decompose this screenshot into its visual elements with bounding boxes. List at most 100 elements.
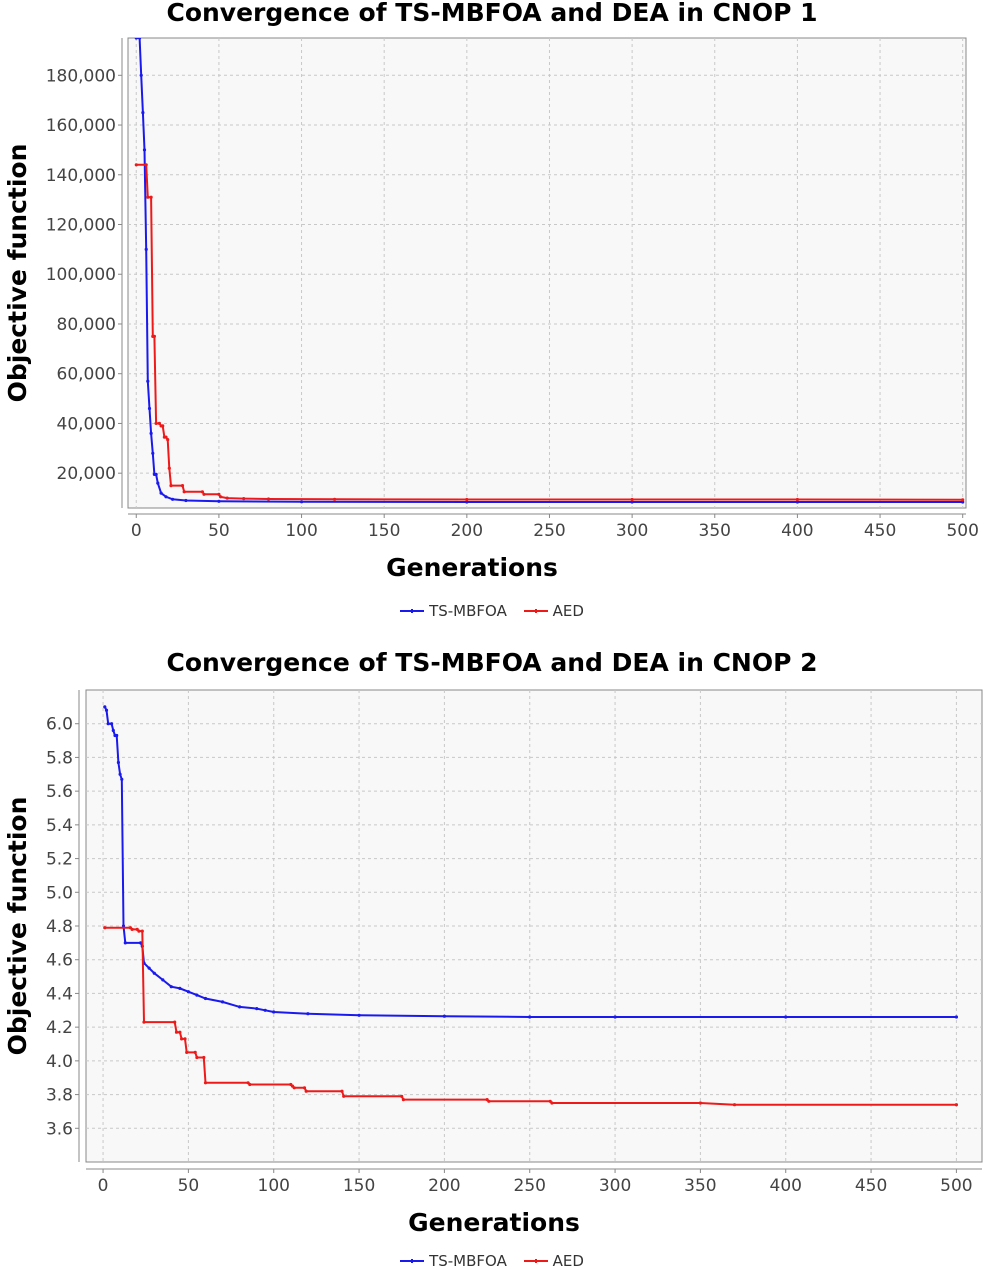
data-point-ts-mbfoa bbox=[795, 500, 800, 504]
y-tick-label: 100,000 bbox=[46, 265, 116, 285]
y-tick-label: 5.2 bbox=[46, 850, 73, 870]
y-tick-label: 3.8 bbox=[46, 1086, 73, 1106]
data-point-ts-mbfoa bbox=[141, 111, 145, 115]
data-point-ts-mbfoa bbox=[152, 971, 156, 975]
y-tick-label: 4.4 bbox=[46, 984, 73, 1004]
x-tick-label: 250 bbox=[533, 521, 565, 541]
data-point-ts-mbfoa bbox=[465, 500, 469, 504]
data-point-aed bbox=[174, 1030, 179, 1034]
data-point-aed bbox=[195, 1055, 199, 1060]
y-tick-label: 4.0 bbox=[46, 1052, 73, 1072]
data-point-ts-mbfoa bbox=[149, 431, 153, 435]
x-tick-label: 100 bbox=[285, 521, 317, 541]
data-point-ts-mbfoa bbox=[528, 1015, 532, 1019]
data-point-aed bbox=[630, 497, 634, 502]
data-point-ts-mbfoa bbox=[111, 728, 115, 733]
data-point-aed bbox=[149, 195, 153, 199]
y-tick-label: 4.6 bbox=[46, 951, 73, 971]
data-point-aed bbox=[340, 1089, 344, 1093]
data-point-aed bbox=[183, 1037, 187, 1041]
data-point-aed bbox=[203, 1081, 208, 1085]
data-point-aed bbox=[400, 1094, 404, 1098]
data-point-ts-mbfoa bbox=[110, 722, 114, 726]
legend-label: TS-MBFOA bbox=[429, 602, 507, 620]
legend-item-ts-mbfoa: TS-MBFOA bbox=[400, 1252, 507, 1270]
x-tick-label: 0 bbox=[98, 1176, 109, 1196]
y-tick-label: 4.8 bbox=[46, 917, 73, 937]
data-point-ts-mbfoa bbox=[272, 1010, 276, 1014]
data-point-aed bbox=[193, 1050, 197, 1054]
legend-swatch-ts-mbfoa bbox=[400, 1259, 425, 1263]
data-point-aed bbox=[304, 1089, 308, 1093]
data-point-ts-mbfoa bbox=[613, 1015, 617, 1019]
data-point-ts-mbfoa bbox=[164, 495, 168, 499]
x-tick-label: 400 bbox=[770, 1176, 802, 1196]
x-tick-label: 150 bbox=[368, 521, 400, 541]
y-axis-title: Objective function bbox=[3, 144, 32, 403]
data-point-aed bbox=[202, 1055, 206, 1060]
data-point-ts-mbfoa bbox=[116, 760, 120, 765]
data-point-aed bbox=[182, 490, 186, 494]
data-point-aed bbox=[154, 421, 158, 425]
legend-label: AED bbox=[552, 602, 584, 620]
x-tick-label: 350 bbox=[684, 1176, 716, 1196]
data-point-ts-mbfoa bbox=[357, 1013, 361, 1017]
y-tick-label: 180,000 bbox=[46, 66, 116, 86]
x-axis-title: Generations bbox=[386, 553, 558, 582]
x-tick-label: 50 bbox=[178, 1176, 200, 1196]
data-point-aed bbox=[164, 435, 168, 439]
x-tick-label: 150 bbox=[343, 1176, 375, 1196]
data-point-ts-mbfoa bbox=[123, 941, 127, 945]
x-tick-label: 0 bbox=[131, 521, 142, 541]
data-point-aed bbox=[200, 490, 204, 494]
legend-label: AED bbox=[552, 1252, 584, 1270]
legend-item-ts-mbfoa: TS-MBFOA bbox=[400, 602, 507, 620]
data-point-aed bbox=[401, 1098, 405, 1102]
x-tick-label: 100 bbox=[258, 1176, 290, 1196]
data-point-aed bbox=[180, 1037, 184, 1041]
plot-area bbox=[127, 37, 967, 509]
data-point-aed bbox=[157, 421, 161, 425]
data-point-ts-mbfoa bbox=[147, 406, 152, 411]
data-point-ts-mbfoa bbox=[300, 500, 304, 504]
data-point-ts-mbfoa bbox=[961, 500, 965, 504]
x-tick-label: 450 bbox=[864, 521, 896, 541]
data-point-ts-mbfoa bbox=[195, 993, 199, 997]
data-point-ts-mbfoa bbox=[139, 73, 143, 77]
chart-cnop-1: Convergence of TS-MBFOA and DEA in CNOP … bbox=[0, 0, 984, 630]
legend-label: TS-MBFOA bbox=[429, 1252, 507, 1270]
data-point-aed bbox=[137, 929, 141, 933]
x-tick-label: 500 bbox=[946, 521, 978, 541]
y-tick-label: 80,000 bbox=[57, 315, 116, 335]
data-point-aed bbox=[795, 497, 800, 502]
data-point-aed bbox=[732, 1103, 737, 1107]
x-tick-label: 450 bbox=[855, 1176, 887, 1196]
data-point-ts-mbfoa bbox=[146, 379, 150, 383]
data-point-aed bbox=[180, 484, 185, 488]
data-point-ts-mbfoa bbox=[178, 986, 182, 990]
data-point-ts-mbfoa bbox=[161, 978, 165, 982]
x-tick-label: 300 bbox=[599, 1176, 631, 1196]
chart-title: Convergence of TS-MBFOA and DEA in CNOP … bbox=[166, 648, 818, 677]
y-tick-label: 4.2 bbox=[46, 1018, 73, 1038]
data-point-aed bbox=[242, 497, 246, 501]
data-point-aed bbox=[161, 424, 165, 428]
chart-cnop-2: Convergence of TS-MBFOA and DEA in CNOP … bbox=[0, 640, 984, 1270]
data-point-aed bbox=[134, 163, 138, 167]
x-tick-label: 200 bbox=[451, 521, 483, 541]
data-point-ts-mbfoa bbox=[203, 996, 208, 1001]
data-point-aed bbox=[302, 1086, 307, 1090]
data-point-aed bbox=[954, 1103, 959, 1107]
chart-plot: 0 50 100 150 200 250 300 350 400 450 500 20,000 40,0… bbox=[3, 37, 979, 582]
data-point-aed bbox=[178, 1030, 182, 1034]
x-tick-label: 50 bbox=[208, 521, 230, 541]
x-axis-title: Generations bbox=[408, 1208, 580, 1237]
data-point-ts-mbfoa bbox=[151, 451, 155, 455]
data-point-ts-mbfoa bbox=[142, 148, 147, 152]
data-point-aed bbox=[152, 334, 156, 338]
y-tick-label: 120,000 bbox=[46, 216, 116, 236]
data-point-aed bbox=[961, 498, 965, 502]
chart-legend: TS-MBFOA AED bbox=[0, 1248, 984, 1270]
data-point-ts-mbfoa bbox=[220, 1000, 225, 1004]
data-point-aed bbox=[166, 438, 170, 442]
